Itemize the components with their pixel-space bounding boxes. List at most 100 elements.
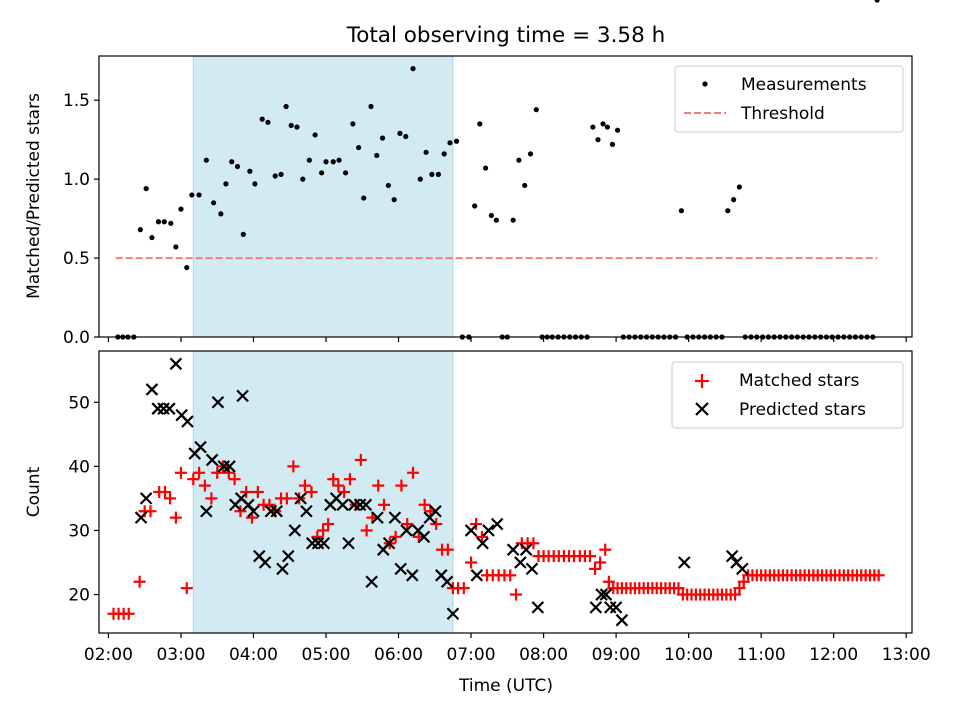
predicted-star-point	[270, 504, 283, 518]
measurement-point	[342, 170, 349, 176]
matched-star-point	[599, 543, 612, 556]
measurement-point	[453, 138, 460, 144]
matched-star-point	[317, 524, 330, 537]
ratio-legend-box	[674, 65, 904, 133]
matched-star-point	[327, 473, 340, 486]
matched-star-point	[158, 486, 171, 498]
measurement-point	[391, 197, 397, 203]
matched-star-point	[465, 556, 478, 569]
matched-star-point	[470, 518, 483, 531]
matched-star-point	[504, 569, 517, 582]
matched-star-point	[389, 530, 402, 543]
measurement-point	[678, 208, 684, 214]
measurement-point	[403, 133, 409, 140]
matched-star-point	[251, 486, 264, 498]
measurement-point	[350, 121, 356, 127]
predicted-star-point	[294, 492, 307, 505]
predicted-star-point	[525, 562, 539, 576]
measurement-point	[173, 244, 179, 250]
matched-star-point	[180, 582, 193, 595]
ratio-axes: 0.0 0.5 1.0 1.5	[63, 91, 907, 348]
measurement-point	[218, 211, 224, 217]
predicted-star-point	[464, 524, 478, 537]
measurement-point	[356, 144, 362, 151]
x-tick-label: 13:00	[882, 645, 931, 665]
count-panel: 20 30 40 50 02:00 03:00 04:00 05:00 06:00 07:00 08…	[24, 350, 931, 696]
matched-star-point	[205, 492, 218, 505]
predicted-star-point	[359, 498, 373, 512]
matched-star-point	[122, 607, 135, 620]
predicted-star-point	[599, 588, 613, 601]
predicted-star-point	[446, 607, 460, 621]
predicted-star-point	[382, 536, 396, 550]
predicted-star-point	[223, 460, 236, 473]
x-tick-label: 12:00	[809, 645, 858, 665]
predicted-star-point	[258, 556, 272, 569]
observing-window	[192, 55, 454, 338]
measurement-point	[288, 122, 294, 129]
measurement-point	[252, 181, 258, 187]
matched-star-point	[733, 582, 746, 595]
observing-window-shade	[192, 55, 454, 338]
predicted-star-point	[236, 389, 249, 403]
predicted-star-point	[615, 613, 629, 627]
matched-star-point	[338, 486, 351, 498]
matched-star-point	[133, 575, 146, 588]
measurement-point	[300, 176, 306, 182]
predicted-star-point	[519, 543, 533, 556]
predicted-star-point	[317, 536, 331, 550]
measurement-point	[379, 135, 386, 141]
threshold-legend-label: Threshold	[740, 104, 825, 124]
measurement-point	[203, 157, 209, 163]
count-plot-frame	[98, 350, 913, 634]
measurement-point	[265, 119, 271, 125]
predicted-star-point	[595, 588, 608, 601]
measurement-point	[609, 141, 616, 148]
predicted-star-point	[400, 524, 413, 537]
predicted-star-point	[181, 415, 194, 428]
predicted-star-point	[300, 504, 313, 518]
measurement-point	[168, 220, 174, 226]
matched-star-point	[589, 562, 602, 575]
measurements-legend-marker	[702, 81, 708, 87]
predicted-star-point	[417, 530, 431, 544]
x-tick-label: 07:00	[447, 645, 496, 665]
matched-star-point	[240, 486, 253, 498]
measurement-point	[319, 170, 325, 176]
measurement-point	[196, 192, 202, 198]
predicted-star-point	[169, 357, 183, 371]
matched-star-point	[198, 479, 211, 492]
x-tick-label: 04:00	[229, 645, 278, 665]
measurement-point	[178, 206, 184, 212]
x-tick-label: 10:00	[664, 645, 713, 665]
measurement-point	[472, 203, 478, 209]
predicted-star-point	[365, 575, 378, 589]
matched-star-point	[395, 479, 408, 492]
matched-star-point	[527, 537, 540, 550]
measurement-point	[336, 157, 342, 163]
predicted-star-point	[725, 549, 739, 563]
measurement-point	[604, 124, 610, 130]
matched-star-point	[378, 498, 391, 511]
measurement-point	[161, 219, 167, 225]
ratio-plot-frame	[98, 55, 913, 338]
matched-star-point	[305, 486, 318, 498]
ratio-y-tick-label: 1.0	[63, 170, 90, 190]
measurement-point	[330, 159, 336, 165]
predicted-star-point	[371, 511, 384, 524]
predicted-star-point	[476, 536, 489, 550]
ratio-y-tick-label: 1.5	[63, 91, 90, 111]
predicted-star-point	[514, 556, 527, 569]
measurement-point	[527, 151, 534, 157]
measurement-point	[429, 171, 435, 177]
measurement-point	[149, 234, 155, 241]
measurement-point	[482, 165, 489, 171]
x-tick-label: 03:00	[156, 645, 205, 665]
measurement-point	[368, 103, 374, 110]
measurement-point	[410, 66, 416, 72]
measurement-point	[736, 184, 742, 190]
matched-star-point	[475, 530, 488, 543]
observing-window	[192, 350, 454, 634]
measurement-point	[417, 176, 423, 182]
predicted-star-point	[194, 440, 207, 454]
